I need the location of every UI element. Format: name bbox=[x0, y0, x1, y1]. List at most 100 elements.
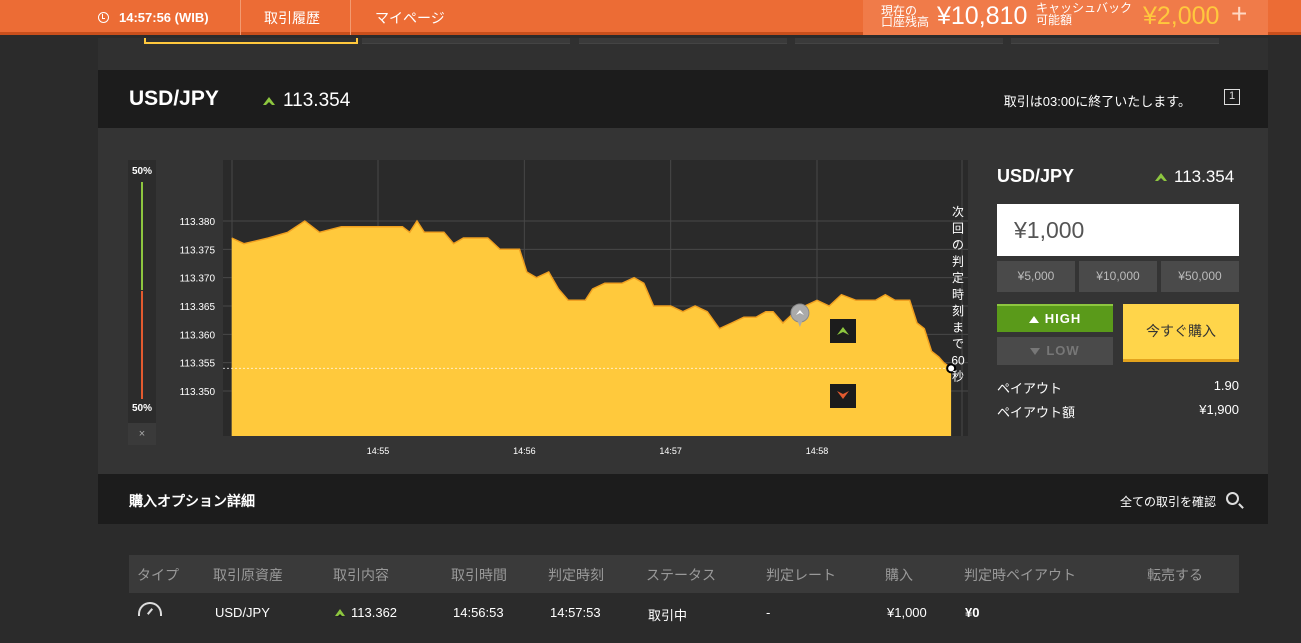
col-content: 取引内容 bbox=[333, 567, 389, 583]
current-rate: 113.354 bbox=[263, 90, 350, 112]
col-payout: 判定時ペイアウト bbox=[964, 567, 1076, 583]
sentiment-ratio: 50% 50% × bbox=[128, 160, 156, 445]
high-label: HIGH bbox=[1044, 311, 1082, 326]
up-arrow-icon bbox=[795, 310, 804, 315]
search-icon[interactable] bbox=[1226, 492, 1239, 505]
asset-tab[interactable] bbox=[1011, 38, 1219, 44]
chart-entry-marker-tip bbox=[795, 317, 804, 327]
trade-rate-value: 113.354 bbox=[1174, 167, 1235, 186]
row-payout: ¥0 bbox=[965, 605, 980, 620]
options-table-header bbox=[129, 555, 1239, 593]
high-button[interactable]: HIGH bbox=[997, 304, 1113, 332]
nav-trade-history[interactable]: 取引履歴 bbox=[264, 9, 320, 26]
ratio-high-bar bbox=[141, 182, 143, 290]
asset-tab-selected[interactable] bbox=[144, 38, 358, 44]
col-trade-time: 取引時間 bbox=[451, 567, 507, 583]
countdown-char: の bbox=[952, 238, 964, 252]
countdown-char: 秒 bbox=[952, 370, 964, 384]
payout-amount-row: ペイアウト額 ¥1,900 bbox=[997, 402, 1239, 421]
plus-icon[interactable]: + bbox=[1231, 0, 1248, 29]
low-button[interactable]: LOW bbox=[997, 337, 1113, 365]
view-all-trades-link[interactable]: 全ての取引を確認 bbox=[1119, 495, 1216, 509]
account-balance: ¥10,810 bbox=[937, 2, 1028, 30]
chart-current-point bbox=[946, 363, 957, 374]
row-content-value: 113.362 bbox=[351, 605, 398, 620]
chart-x-tick: 14:55 bbox=[367, 446, 390, 456]
nav-my-page[interactable]: マイページ bbox=[375, 9, 445, 26]
col-asset: 取引原資産 bbox=[213, 567, 283, 583]
countdown-char: 60 bbox=[951, 354, 965, 368]
trade-rate: 113.354 bbox=[1155, 167, 1234, 187]
chart-x-tick: 14:56 bbox=[513, 446, 536, 456]
countdown-char: 判 bbox=[952, 255, 964, 269]
ratio-low: 50% bbox=[131, 403, 152, 414]
up-arrow-icon bbox=[1155, 173, 1167, 181]
payout-label: ペイアウト bbox=[997, 381, 1063, 396]
price-chart[interactable]: 113.380 113.375 113.370 113.365 113.360 113.3… bbox=[160, 150, 985, 460]
balance-label-1: 現在の bbox=[881, 4, 918, 18]
countdown-char: で bbox=[952, 337, 964, 351]
trade-end-message: 取引は03:00に終了いたします。 bbox=[1003, 94, 1191, 109]
payout-value: 1.90 bbox=[1213, 378, 1239, 393]
chart-y-tick: 113.360 bbox=[180, 330, 216, 341]
balance-box: 現在の 口座残高 ¥10,810 キャッシュバック 可能額 ¥2,000 + bbox=[863, 0, 1268, 35]
asset-tab[interactable] bbox=[795, 38, 1003, 44]
clock-icon bbox=[98, 12, 109, 23]
buy-now-button[interactable]: 今すぐ購入 bbox=[1123, 304, 1239, 362]
cashback-amount: ¥2,000 bbox=[1143, 2, 1220, 30]
gauge-icon bbox=[138, 602, 162, 616]
ratio-high: 50% bbox=[131, 166, 152, 177]
row-status: 取引中 bbox=[648, 608, 688, 623]
countdown-char: 刻 bbox=[952, 304, 964, 318]
chart-y-tick: 113.380 bbox=[180, 217, 216, 228]
chart-area-fill bbox=[231, 221, 952, 436]
asset-tab[interactable] bbox=[362, 38, 570, 44]
row-purchase: ¥1,000 bbox=[887, 605, 927, 620]
countdown-char: ま bbox=[952, 321, 964, 335]
payout-amount-label: ペイアウト額 bbox=[997, 405, 1076, 420]
close-ratio-button[interactable]: × bbox=[128, 423, 156, 445]
clock-time: 14:57:56 (WIB) bbox=[119, 10, 209, 25]
quick-amount-50000[interactable]: ¥50,000 bbox=[1161, 261, 1239, 292]
row-asset: USD/JPY bbox=[215, 605, 270, 620]
up-arrow-icon bbox=[263, 97, 275, 105]
cashback-label-2: 可能額 bbox=[1036, 13, 1073, 27]
current-rate-value: 113.354 bbox=[283, 90, 351, 111]
countdown-char: 次 bbox=[952, 205, 964, 219]
asset-pair: USD/JPY bbox=[129, 87, 219, 110]
low-label: LOW bbox=[1046, 343, 1080, 358]
row-judge-rate: - bbox=[766, 605, 771, 620]
row-trade-time: 14:56:53 bbox=[453, 605, 504, 620]
countdown-char: 定 bbox=[952, 270, 964, 285]
col-resell: 転売する bbox=[1147, 567, 1203, 583]
countdown-char: 回 bbox=[952, 222, 964, 236]
chart-scale-icon[interactable]: 1 bbox=[1224, 89, 1240, 105]
col-status: ステータス bbox=[646, 567, 716, 583]
up-arrow-icon bbox=[837, 327, 849, 335]
asset-tab[interactable] bbox=[579, 38, 787, 44]
balance-label-2: 口座残高 bbox=[881, 15, 930, 29]
quick-amount-10000[interactable]: ¥10,000 bbox=[1079, 261, 1157, 292]
col-judge-time: 判定時刻 bbox=[548, 567, 604, 583]
amount-input[interactable]: ¥1,000 bbox=[997, 204, 1239, 256]
row-content: 113.362 bbox=[335, 605, 397, 620]
col-judge-rate: 判定レート bbox=[766, 567, 836, 583]
options-title: 購入オプション詳細 bbox=[129, 493, 255, 509]
chart-price-line bbox=[231, 219, 952, 369]
payout-row: ペイアウト 1.90 bbox=[997, 378, 1239, 397]
chart-x-tick: 14:58 bbox=[806, 446, 829, 456]
down-arrow-icon bbox=[1030, 348, 1041, 355]
col-purchase: 購入 bbox=[885, 567, 913, 583]
quick-amount-5000[interactable]: ¥5,000 bbox=[997, 261, 1075, 292]
cashback-label-1: キャッシュバック bbox=[1036, 1, 1133, 15]
chart-y-tick: 113.350 bbox=[180, 387, 216, 398]
up-arrow-icon bbox=[1028, 316, 1039, 323]
server-clock: 14:57:56 (WIB) bbox=[98, 0, 209, 35]
down-arrow-icon bbox=[837, 391, 849, 399]
chart-y-tick: 113.355 bbox=[180, 359, 216, 370]
top-bar: 14:57:56 (WIB) 取引履歴 マイページ 現在の 口座残高 ¥10,8… bbox=[0, 0, 1301, 35]
options-header: 購入オプション詳細 全ての取引を確認 bbox=[98, 474, 1268, 524]
ratio-low-bar bbox=[141, 291, 143, 399]
chart-y-tick: 113.370 bbox=[180, 274, 216, 285]
col-type: タイプ bbox=[137, 567, 179, 583]
